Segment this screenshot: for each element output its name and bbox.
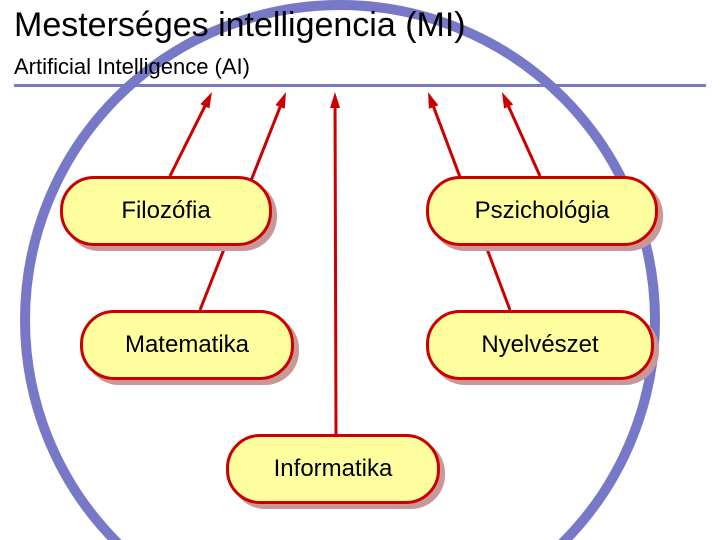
page-subtitle: Artificial Intelligence (AI) — [14, 54, 250, 80]
node-filozofia: Filozófia — [60, 176, 272, 246]
title-underline — [14, 84, 706, 87]
node-informatika-label: Informatika — [274, 455, 393, 483]
page-title: Mesterséges intelligencia (MI) — [14, 6, 466, 45]
node-pszichologia: Pszichológia — [426, 176, 658, 246]
node-matematika-label: Matematika — [125, 331, 249, 359]
node-nyelveszet-label: Nyelvészet — [481, 331, 598, 359]
node-matematika: Matematika — [80, 310, 294, 380]
node-informatika: Informatika — [226, 434, 440, 504]
slide-root: Mesterséges intelligencia (MI) Artificia… — [0, 0, 720, 540]
node-pszichologia-label: Pszichológia — [475, 197, 610, 225]
node-nyelveszet: Nyelvészet — [426, 310, 654, 380]
node-filozofia-label: Filozófia — [121, 197, 210, 225]
